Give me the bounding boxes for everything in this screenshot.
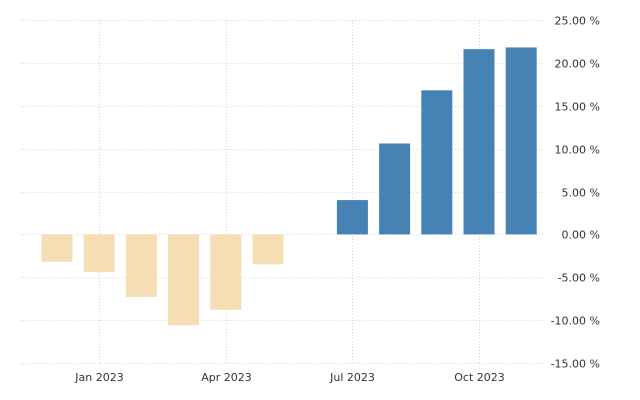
bar-may-2023: [252, 234, 284, 265]
y-tick-label: 15.00 %: [555, 101, 600, 114]
bar-jan-2023: [83, 234, 115, 273]
bar-aug-2023: [379, 143, 411, 235]
y-tick-label: 0.00 %: [562, 229, 600, 242]
x-tick-label: Jul 2023: [329, 371, 375, 384]
x-tick-label: Oct 2023: [454, 371, 505, 384]
x-tick-label: Jan 2023: [74, 371, 123, 384]
bar-oct-2023: [463, 49, 495, 235]
bar-jul-2023: [336, 200, 368, 235]
bars: [41, 47, 537, 326]
bar-apr-2023: [210, 234, 242, 310]
bar-dec-2022: [41, 234, 73, 262]
y-tick-label: -15.00 %: [551, 358, 600, 371]
x-tick-label: Apr 2023: [201, 371, 252, 384]
bar-sep-2023: [421, 90, 453, 235]
bar-nov-2023: [505, 47, 537, 235]
y-axis-tick-labels: 25.00 % 20.00 % 15.00 % 10.00 % 5.00 % 0.00 %…: [551, 15, 600, 371]
bar-feb-2023: [125, 234, 157, 297]
y-tick-label: -5.00 %: [558, 272, 600, 285]
bar-mar-2023: [168, 234, 200, 326]
y-tick-label: 10.00 %: [555, 144, 600, 157]
y-tick-label: -10.00 %: [551, 315, 600, 328]
y-tick-label: 25.00 %: [555, 15, 600, 28]
y-tick-label: 5.00 %: [562, 187, 600, 200]
y-tick-label: 20.00 %: [555, 58, 600, 71]
x-axis-tick-labels: Jan 2023 Apr 2023 Jul 2023 Oct 2023: [74, 371, 504, 384]
